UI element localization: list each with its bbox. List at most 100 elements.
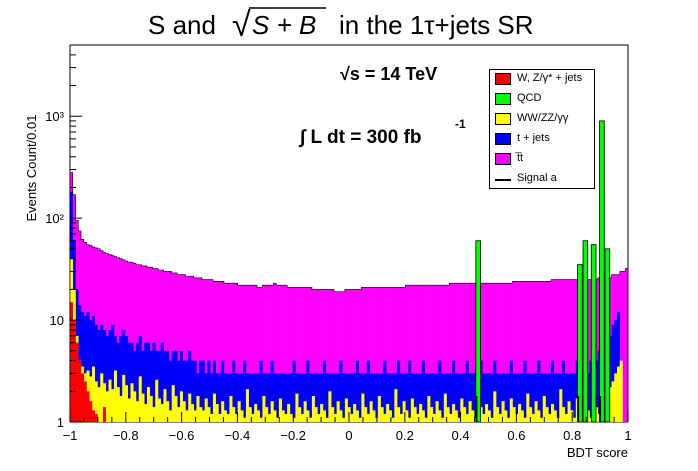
bar-diboson [289, 413, 293, 422]
bar-diboson [89, 376, 93, 422]
bar-ttbar [449, 283, 453, 422]
bar-ttbar [432, 285, 436, 422]
bar-diboson [234, 413, 238, 422]
bar-tjets [284, 373, 288, 422]
bar-ttbar [625, 268, 629, 422]
y-axis-label: Events Count/0.01 [24, 115, 39, 222]
bar-ttbar [254, 285, 258, 422]
bar-diboson [215, 404, 219, 422]
bar-tjets [380, 373, 384, 422]
bar-ttbar [430, 285, 434, 422]
bar-ttbar [366, 287, 370, 422]
bar-diboson [416, 413, 420, 422]
bar-tjets [287, 373, 291, 422]
bar-diboson [427, 395, 431, 422]
bar-diboson [617, 366, 621, 422]
stack-outline [69, 172, 629, 422]
bar-tjets [221, 360, 225, 422]
bar-ttbar [419, 285, 423, 422]
bar-ttbar [443, 285, 447, 422]
bar-ttbar [369, 287, 373, 422]
bar-tjets [144, 342, 148, 422]
bar-tjets [314, 373, 318, 422]
bar-ttbar [350, 289, 354, 422]
bar-ttbar [490, 283, 494, 422]
bar-wz [70, 302, 74, 422]
bar-tjets [97, 329, 101, 422]
bar-diboson [493, 391, 497, 422]
bar-tjets [254, 373, 258, 422]
lumi-exponent: -1 [455, 117, 466, 131]
bar-tjets [391, 373, 395, 422]
bar-diboson [155, 379, 159, 422]
legend-swatch-wz [495, 73, 511, 85]
bar-tjets [300, 373, 304, 422]
bar-tjets [204, 373, 208, 422]
legend-label-diboson: WW/ZZ/γγ [517, 112, 569, 124]
bar-diboson [485, 404, 489, 422]
bar-ttbar [421, 285, 425, 422]
bar-diboson [243, 417, 247, 422]
bar-diboson [364, 407, 368, 422]
bar-ttbar [534, 281, 538, 422]
x-tick-label: −0.4 [225, 428, 251, 443]
bar-tjets [496, 373, 500, 422]
bar-diboson [111, 389, 115, 422]
bar-diboson [265, 407, 269, 422]
bar-tjets [570, 373, 574, 422]
bar-ttbar [559, 279, 563, 422]
bar-ttbar [287, 287, 291, 422]
bar-tjets [405, 373, 409, 422]
bar-tjets [234, 373, 238, 422]
bar-diboson [270, 401, 274, 422]
bar-ttbar [298, 287, 302, 422]
bar-diboson [311, 395, 315, 422]
bar-ttbar [471, 283, 475, 422]
bar-tjets [460, 373, 464, 422]
bar-ttbar [166, 271, 170, 422]
bar-diboson [138, 376, 142, 422]
bar-wz [91, 410, 96, 422]
bar-diboson [179, 391, 183, 422]
bar-wz [83, 381, 87, 422]
bar-ttbar [185, 276, 189, 422]
bar-diboson [553, 410, 557, 422]
bar-diboson [438, 410, 442, 422]
qcd-spikes [475, 120, 611, 423]
bar-tjets [166, 350, 170, 422]
bar-tjets [347, 373, 351, 422]
legend-swatch-diboson [495, 113, 511, 125]
bar-tjets [130, 342, 134, 422]
bar-tjets [94, 324, 98, 422]
bar-tjets [441, 373, 445, 422]
bar-tjets [471, 373, 475, 422]
bar-ttbar [155, 268, 159, 422]
bar-diboson [320, 404, 324, 422]
bar-tjets [278, 373, 282, 422]
bar-ttbar [309, 287, 313, 422]
bar-tjets [457, 373, 461, 422]
bar-ttbar [237, 285, 241, 422]
bar-ttbar [336, 291, 340, 422]
bar-ttbar [259, 287, 263, 422]
bar-diboson [226, 413, 230, 422]
bar-diboson [157, 398, 162, 422]
bar-diboson [94, 381, 98, 422]
bar-diboson [512, 407, 516, 422]
bar-diboson [199, 407, 203, 422]
bar-diboson [325, 417, 329, 422]
bar-ttbar [454, 283, 458, 422]
x-tick-label: 1 [624, 428, 631, 443]
bar-diboson [124, 385, 129, 422]
bar-tjets [375, 373, 379, 422]
bar-diboson [91, 366, 96, 422]
bar-diboson [212, 393, 216, 422]
bar-tjets [614, 320, 618, 422]
bar-tjets [540, 373, 544, 422]
title-part-sb: S + B [252, 10, 316, 40]
bar-tjets [215, 373, 219, 422]
bar-ttbar [127, 262, 131, 422]
bar-ttbar [344, 289, 348, 422]
bar-ttbar [149, 267, 153, 422]
bar-diboson [490, 417, 494, 422]
